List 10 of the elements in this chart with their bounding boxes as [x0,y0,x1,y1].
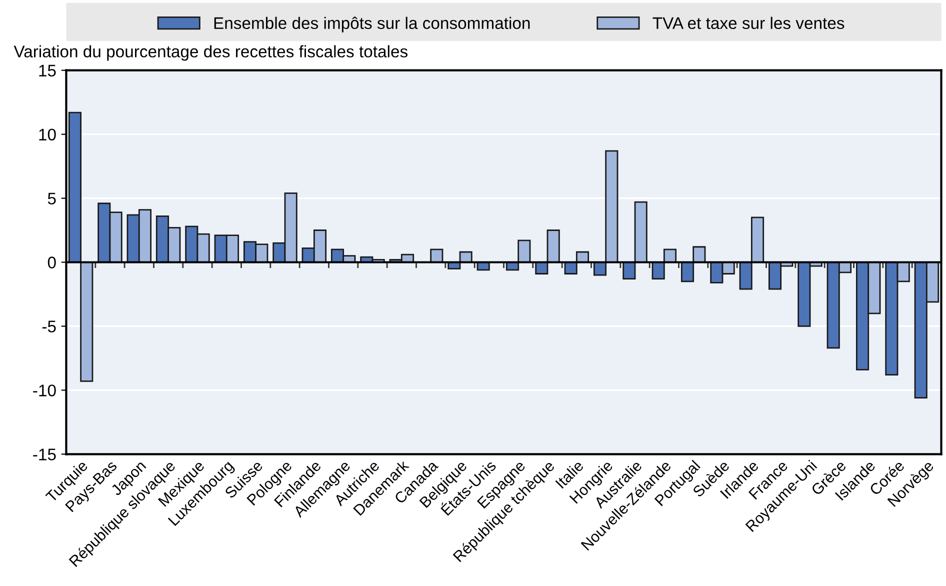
y-tick-label: 10 [39,128,56,140]
legend-label: Ensemble des impôts sur la consommation [214,16,530,32]
y-tick-label: -15 [33,448,56,460]
y-tick-label: 5 [48,192,56,204]
y-axis-title: Variation du pourcentage des recettes fiscales totales [14,45,408,61]
y-tick-label: 15 [39,64,56,77]
y-tick-label: -10 [33,384,56,396]
y-tick-label: 0 [48,256,56,268]
legend-label: TVA et taxe sur les ventes [652,16,844,30]
y-tick-label: -5 [42,320,56,332]
